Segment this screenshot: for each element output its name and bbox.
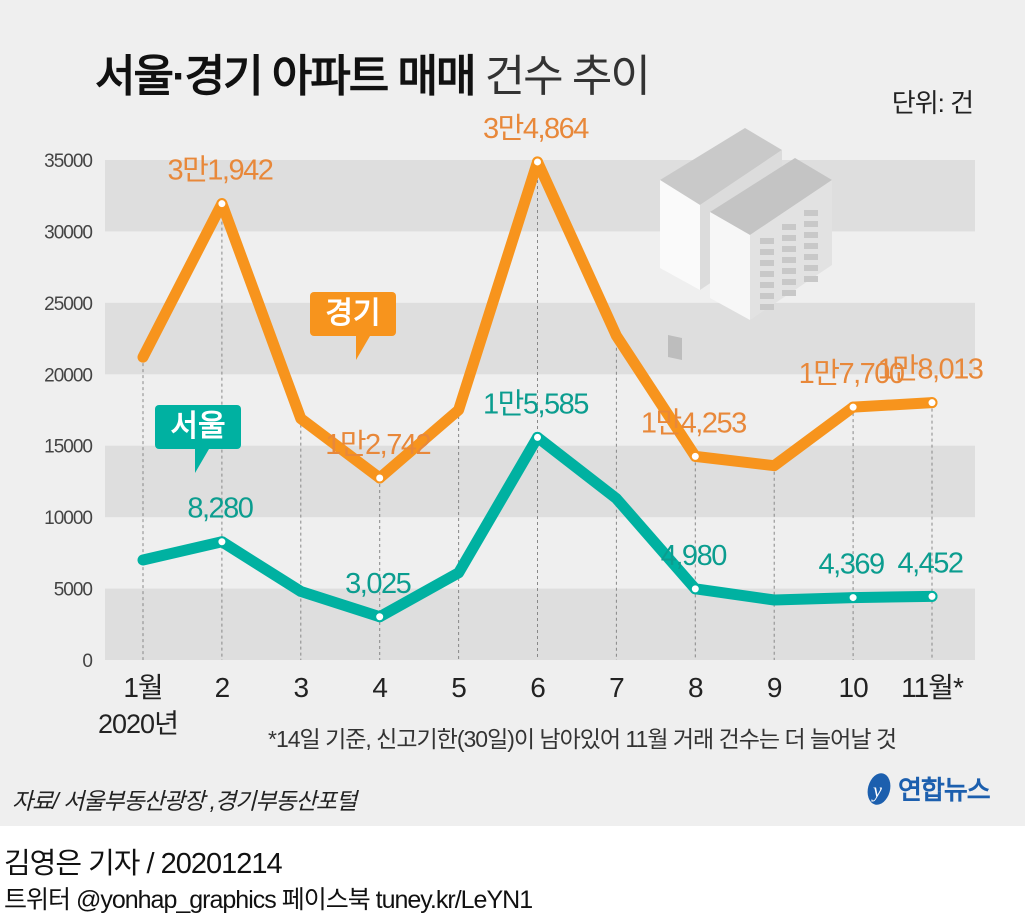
building-window xyxy=(804,210,818,216)
data-label: 3만1,942 xyxy=(167,155,272,187)
y-tick-label: 35000 xyxy=(44,151,92,172)
building-window xyxy=(804,243,818,249)
svg-text:y: y xyxy=(871,780,882,802)
data-point xyxy=(532,431,543,443)
x-tick-label: 9 xyxy=(767,672,782,703)
data-label: 4,369 xyxy=(819,549,884,581)
callout-pointer xyxy=(195,449,209,473)
data-point xyxy=(532,156,543,168)
unit-label: 단위: 건 xyxy=(891,88,974,118)
building-window xyxy=(804,254,818,260)
building-window xyxy=(782,246,796,252)
year-label: 2020년 xyxy=(98,709,179,739)
building-window xyxy=(782,268,796,274)
data-label: 1만4,253 xyxy=(641,407,746,439)
data-point xyxy=(689,450,701,462)
logo-text: 연합뉴스 xyxy=(898,775,991,805)
data-label: 3,025 xyxy=(345,568,410,600)
building-window xyxy=(782,257,796,263)
data-label: 1만5,585 xyxy=(483,388,588,420)
y-tick-label: 15000 xyxy=(44,437,92,458)
building-window xyxy=(760,260,774,266)
building-window xyxy=(760,271,774,277)
yonhap-logo-icon: y xyxy=(867,772,891,805)
data-point xyxy=(926,590,938,602)
y-tick-label: 20000 xyxy=(44,365,92,386)
x-tick-label: 3 xyxy=(294,672,309,703)
data-label: 4,980 xyxy=(661,540,726,572)
grid-band xyxy=(105,302,975,375)
building-window xyxy=(804,221,818,227)
building-window xyxy=(760,293,774,299)
data-label: 1만7,700 xyxy=(799,358,904,390)
apartment-building-icon xyxy=(660,128,832,360)
legend-label-seoul: 서울 xyxy=(170,410,226,443)
legend-callout-seoul: 서울 xyxy=(155,405,241,473)
data-label: 3만4,864 xyxy=(483,113,589,145)
building-window xyxy=(804,265,818,271)
data-label: 1만8,013 xyxy=(878,354,983,386)
social-links: 트위터 @yonhap_graphics 페이스북 tuney.kr/LeYN1 xyxy=(4,886,533,914)
data-point xyxy=(216,536,228,548)
footnote: *14일 기준, 신고기한(30일)이 남아있어 11월 거래 건수는 더 늘어… xyxy=(268,726,897,752)
data-point xyxy=(847,592,859,604)
y-tick-label: 25000 xyxy=(44,294,92,315)
building-window xyxy=(760,238,774,244)
data-point xyxy=(847,401,859,413)
data-point xyxy=(689,583,701,595)
building-window xyxy=(782,279,796,285)
building-window xyxy=(782,224,796,230)
building-window xyxy=(782,235,796,241)
data-point xyxy=(926,397,938,409)
building-window xyxy=(760,304,774,310)
source: 자료/ 서울부동산광장 ,경기부동산포털 xyxy=(12,788,357,814)
callout-pointer xyxy=(356,336,370,360)
data-point xyxy=(216,198,228,210)
line-chart: 0 5000 10000 15000 20000 25000 30000 35000 1월 2 3… xyxy=(44,113,984,703)
x-tick-label: 11월* xyxy=(901,672,964,703)
x-tick-label: 4 xyxy=(372,672,387,703)
chart-title: 서울·경기 아파트 매매 건수 추이 xyxy=(95,52,651,101)
data-label: 1만2,742 xyxy=(325,429,430,461)
data-point xyxy=(374,472,386,484)
legend-label-gyeonggi: 경기 xyxy=(325,297,381,330)
y-tick-label: 5000 xyxy=(54,580,93,601)
building-window xyxy=(760,249,774,255)
building-window xyxy=(804,232,818,238)
data-label: 8,280 xyxy=(187,493,252,525)
grid-band xyxy=(105,445,975,518)
building-window xyxy=(782,290,796,296)
yonhap-logo: y 연합뉴스 xyxy=(864,770,991,807)
y-tick-label: 0 xyxy=(82,651,92,672)
data-point xyxy=(374,611,386,623)
data-label: 4,452 xyxy=(897,547,962,579)
byline: 김영은 기자 / 20201214 xyxy=(4,848,283,880)
x-tick-label: 1월 xyxy=(123,672,162,703)
y-tick-label: 10000 xyxy=(44,508,92,529)
legend-callout-gyeonggi: 경기 xyxy=(310,292,396,360)
x-tick-label: 10 xyxy=(839,672,869,703)
building-window xyxy=(760,282,774,288)
x-tick-label: 5 xyxy=(451,672,466,703)
building-window xyxy=(804,276,818,282)
x-tick-label: 7 xyxy=(609,672,624,703)
x-tick-label: 8 xyxy=(688,672,703,703)
x-tick-label: 2 xyxy=(215,672,230,703)
y-tick-label: 30000 xyxy=(44,222,92,243)
x-tick-label: 6 xyxy=(530,672,545,703)
